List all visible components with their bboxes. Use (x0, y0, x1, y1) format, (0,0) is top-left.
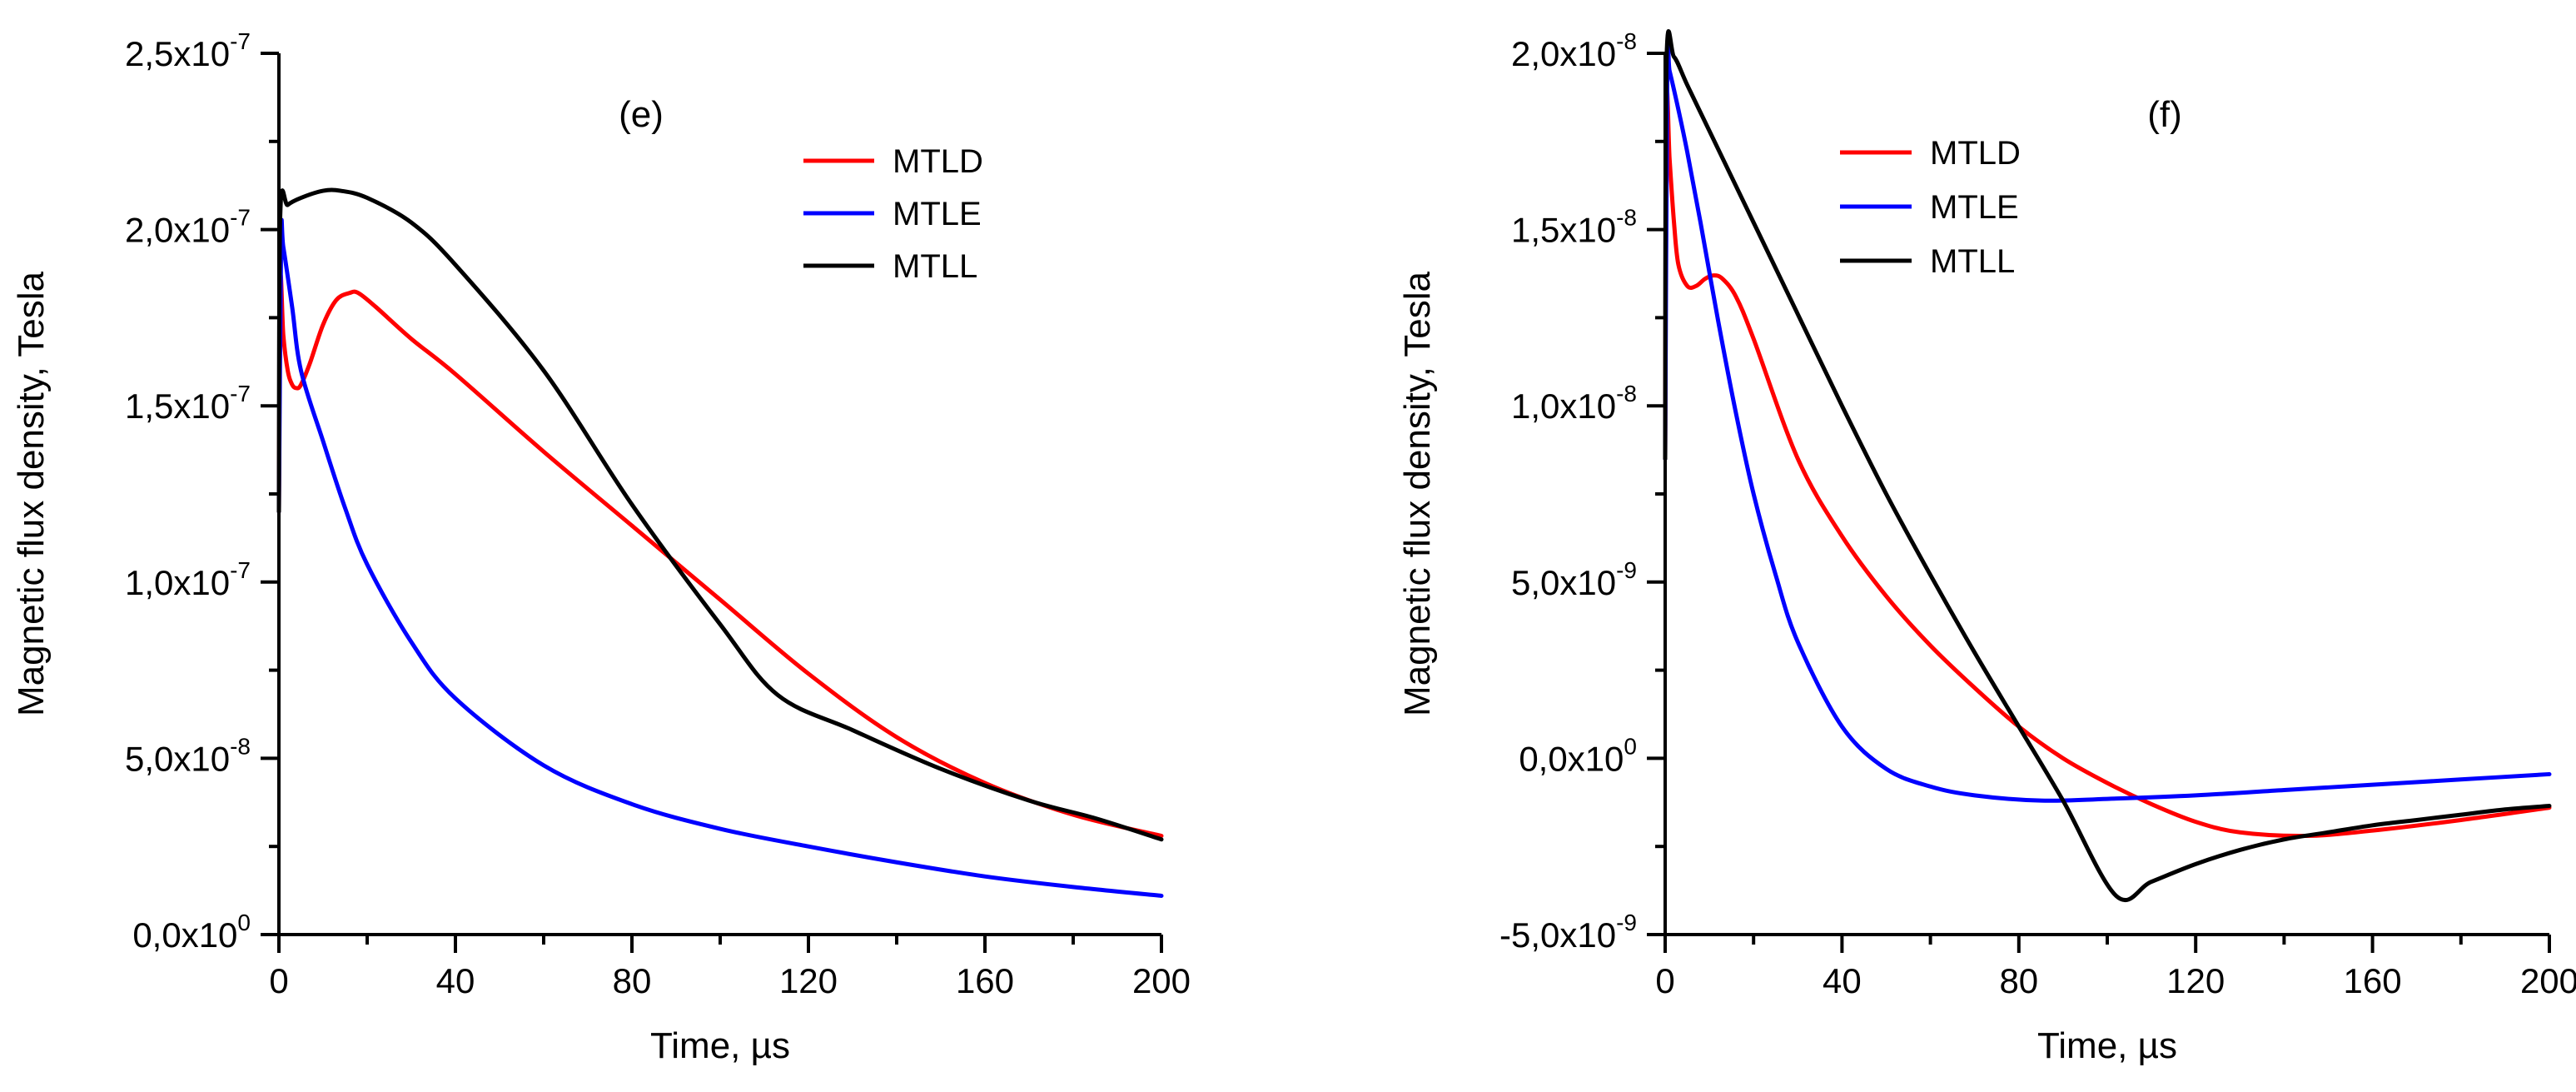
y-tick-label: 5,0x10-9 (1511, 557, 1637, 602)
y-tick-exponent: 0 (1624, 733, 1637, 759)
legend-label-mtle: MTLE (1930, 189, 2019, 226)
y-tick-label: 1,5x10-8 (1511, 205, 1637, 250)
y-tick-label: 0,0x100 (132, 910, 251, 955)
y-tick-mantissa: 1,5x10 (1511, 211, 1616, 250)
series-line-mtle (276, 217, 1164, 898)
x-tick-label: 40 (1823, 961, 1862, 1000)
y-tick-mantissa: 1,0x10 (125, 563, 230, 602)
y-tick-mantissa: -5,0x10 (1499, 915, 1616, 955)
x-tick-label: 160 (2344, 961, 2402, 1000)
y-tick-mantissa: 0,0x10 (132, 915, 237, 955)
y-tick-label: 0,0x100 (1519, 733, 1637, 778)
x-tick-label: 0 (269, 961, 288, 1000)
x-tick-label: 0 (1655, 961, 1674, 1000)
chart-panel-e: 0 40 80 120 160 2000,0x1005,0x10-81,0x10-71,5… (11, 28, 1191, 1066)
series-line-mtld (276, 272, 1164, 838)
x-tick-label: 120 (2166, 961, 2225, 1000)
series-line-mtll (276, 187, 1164, 842)
chart-panel-f: 0 40 80 120 160 200-5,0x10-90,0x1005,0x10-91,… (1397, 28, 2576, 1066)
y-tick-exponent: -9 (1616, 910, 1637, 935)
y-tick-mantissa: 1,5x10 (125, 386, 230, 426)
y-tick-mantissa: 5,0x10 (125, 739, 230, 778)
y-tick-exponent: 0 (237, 910, 251, 935)
legend: MTLD MTLE MTLL (803, 143, 983, 285)
legend-label-mtll: MTLL (893, 248, 977, 285)
x-axis-title: Time, µs (2037, 1025, 2177, 1066)
y-tick-mantissa: 2,5x10 (125, 34, 230, 73)
y-tick-label: -5,0x10-9 (1499, 910, 1637, 955)
panel-label: (f) (2147, 94, 2182, 135)
y-tick-label: 5,0x10-8 (125, 733, 251, 778)
series-line-mtld (1663, 88, 2552, 839)
x-tick-label: 120 (779, 961, 838, 1000)
y-tick-exponent: -7 (230, 557, 251, 583)
y-tick-label: 1,0x10-8 (1511, 381, 1637, 426)
y-tick-mantissa: 2,0x10 (125, 211, 230, 250)
x-tick-label: 80 (1999, 961, 2038, 1000)
x-tick-label: 80 (613, 961, 652, 1000)
y-tick-label: 2,5x10-7 (125, 28, 251, 73)
panel-label: (e) (619, 94, 664, 135)
y-tick-label: 1,5x10-7 (125, 381, 251, 426)
y-tick-label: 2,0x10-7 (125, 205, 251, 250)
y-axis-title: Magnetic flux density, Tesla (1397, 271, 1438, 716)
x-tick-label: 200 (2520, 961, 2576, 1000)
y-tick-mantissa: 5,0x10 (1511, 563, 1616, 602)
legend-label-mtll: MTLL (1930, 243, 2015, 280)
y-tick-label: 2,0x10-8 (1511, 28, 1637, 73)
y-tick-mantissa: 1,0x10 (1511, 386, 1616, 426)
legend: MTLD MTLE MTLL (1840, 135, 2021, 280)
legend-label-mtld: MTLD (893, 143, 983, 180)
y-tick-exponent: -8 (1616, 381, 1637, 406)
y-tick-exponent: -8 (1616, 28, 1637, 54)
series-group (1663, 29, 2552, 903)
y-tick-exponent: -9 (1616, 557, 1637, 583)
legend-label-mtle: MTLE (893, 196, 982, 232)
y-tick-label: 1,0x10-7 (125, 557, 251, 602)
y-tick-mantissa: 0,0x10 (1519, 739, 1624, 778)
y-tick-mantissa: 2,0x10 (1511, 34, 1616, 73)
legend-label-mtld: MTLD (1930, 135, 2021, 172)
y-tick-exponent: -7 (230, 28, 251, 54)
series-line-mtle (1663, 32, 2552, 803)
y-tick-exponent: -8 (1616, 205, 1637, 231)
x-axis-title: Time, µs (650, 1025, 790, 1066)
x-tick-label: 40 (436, 961, 475, 1000)
y-tick-exponent: -7 (230, 205, 251, 231)
series-group (276, 187, 1164, 898)
y-tick-exponent: -8 (230, 733, 251, 759)
x-tick-label: 200 (1132, 961, 1191, 1000)
series-line-mtll (1663, 29, 2552, 903)
y-axis-title: Magnetic flux density, Tesla (11, 271, 52, 716)
x-tick-label: 160 (956, 961, 1014, 1000)
y-tick-exponent: -7 (230, 381, 251, 406)
